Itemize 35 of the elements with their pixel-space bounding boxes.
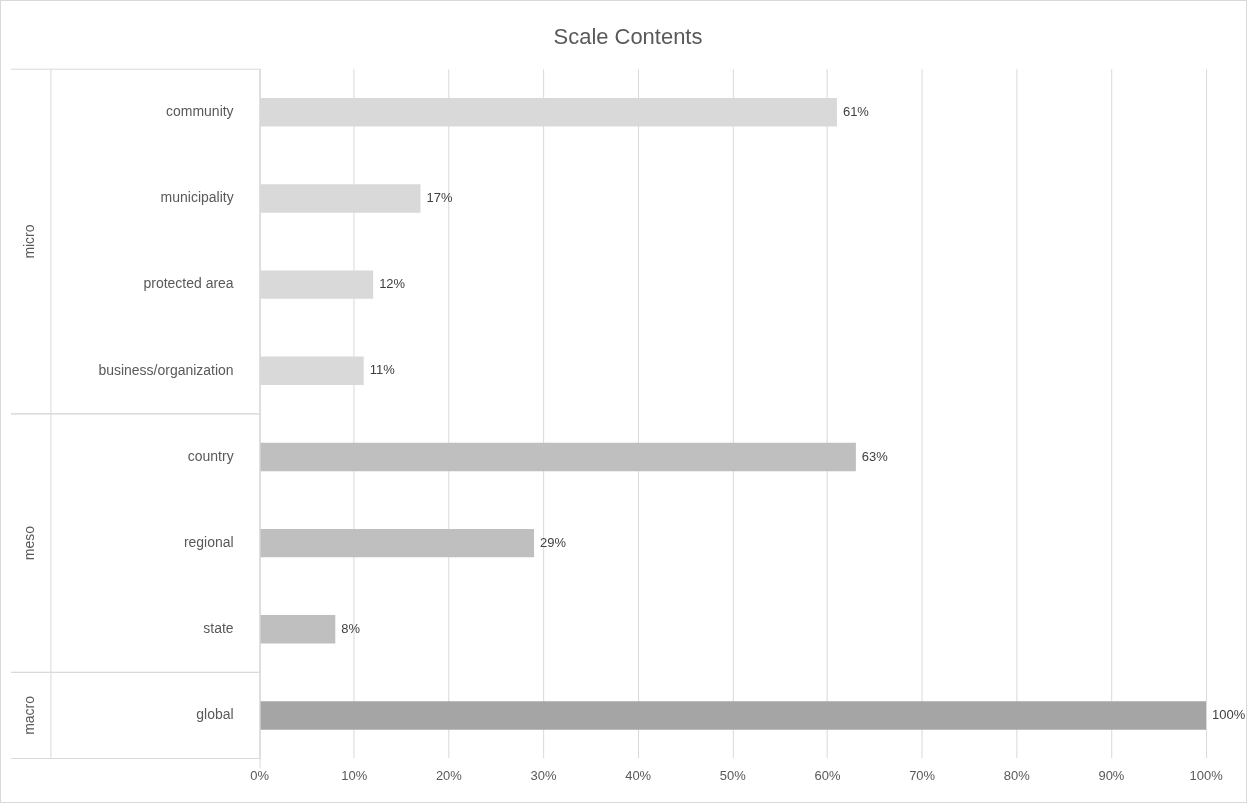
y-tick-label: global: [196, 706, 234, 723]
y-tick-label: state: [203, 620, 234, 637]
chart-title: Scale Contents: [553, 24, 703, 50]
data-label: 63%: [861, 448, 889, 464]
x-tick-label: 30%: [530, 767, 557, 783]
data-label: 100%: [1212, 707, 1246, 722]
y-tick-label: regional: [183, 533, 234, 550]
y-tick-label: community: [166, 103, 234, 120]
bar: [260, 528, 535, 558]
data-label: 29%: [540, 534, 567, 550]
data-label: 17%: [426, 190, 453, 206]
y-tick-label: business/organization: [98, 361, 234, 378]
data-label: 61%: [842, 103, 870, 119]
y-tick-label: municipality: [160, 189, 234, 206]
data-label: 11%: [369, 362, 396, 378]
bar: [260, 442, 856, 472]
x-tick-label: 100%: [1189, 767, 1224, 783]
data-label: 12%: [379, 276, 406, 292]
bar: [260, 701, 1207, 730]
text: macro: [20, 695, 37, 735]
x-tick-label: 10%: [341, 767, 368, 783]
text: meso: [20, 525, 37, 561]
x-tick-label: 70%: [909, 767, 936, 783]
x-tick-label: 40%: [625, 767, 652, 783]
x-tick-label: 90%: [1098, 767, 1125, 783]
text: micro: [20, 224, 37, 259]
x-tick-label: 80%: [1003, 767, 1031, 783]
x-tick-label: 60%: [814, 767, 841, 783]
x-tick-label: 20%: [435, 767, 463, 783]
bar: [260, 615, 336, 644]
x-tick-label: 50%: [719, 767, 747, 783]
y-tick-label: country: [187, 447, 234, 464]
y-tick-label: protected area: [143, 275, 234, 292]
data-label: 8%: [341, 620, 361, 636]
x-tick-label: 0%: [250, 767, 270, 783]
